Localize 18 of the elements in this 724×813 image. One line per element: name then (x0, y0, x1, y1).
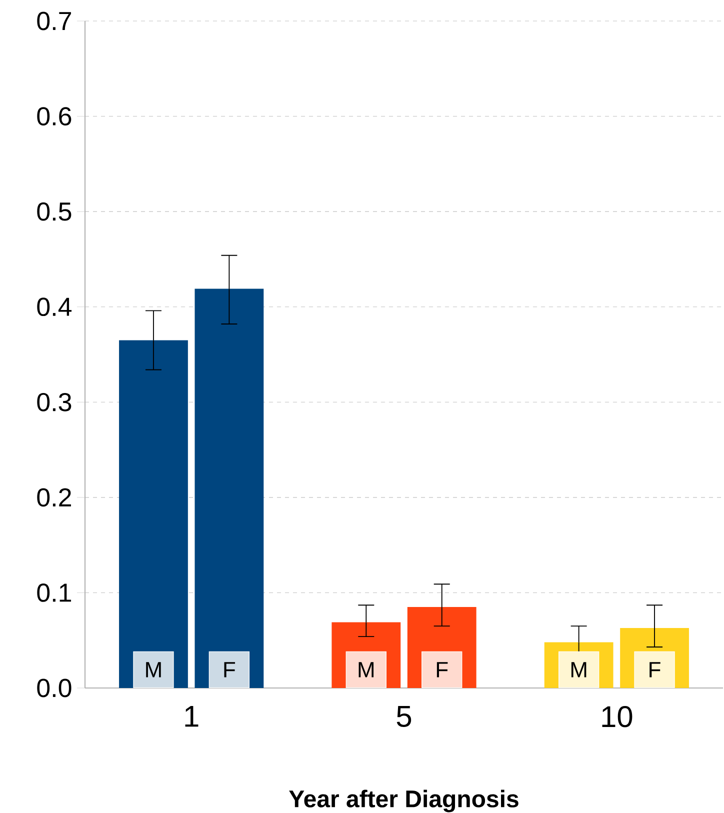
y-tick-label: 0.2 (37, 488, 71, 507)
y-tick-label: 0.3 (37, 392, 72, 412)
x-tick-label: 5 (396, 706, 412, 727)
text: M (571, 662, 586, 678)
y-tick-label: 0.4 (37, 298, 72, 316)
y-tick-label: 0.6 (37, 107, 72, 126)
x-axis-title: Year after Diagnosis (289, 790, 518, 812)
text: F (436, 662, 448, 678)
text: F (650, 662, 660, 678)
y-tick-label: 0.5 (37, 202, 72, 221)
x-tick-label: 10 (602, 706, 632, 728)
x-tick-label: 1 (185, 706, 198, 727)
y-tick-label: 0.0 (37, 678, 72, 698)
series-label: F (224, 662, 236, 678)
y-tick-label: 0.7 (37, 12, 71, 30)
y-tick-label: 0.1 (37, 584, 72, 602)
text: M (358, 662, 374, 678)
series-label: M (146, 662, 161, 678)
